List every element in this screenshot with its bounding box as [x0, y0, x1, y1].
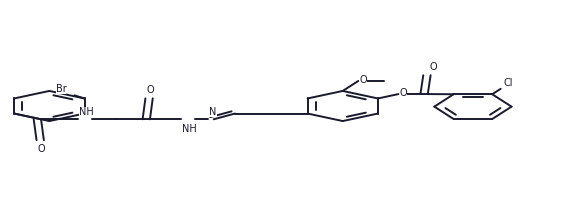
Text: O: O	[400, 88, 407, 98]
Text: O: O	[146, 85, 154, 95]
Text: N: N	[209, 107, 217, 117]
Text: NH: NH	[79, 107, 94, 117]
Text: Br: Br	[56, 84, 66, 94]
Text: O: O	[37, 144, 45, 154]
Text: Cl: Cl	[503, 78, 513, 88]
Text: O: O	[359, 75, 367, 85]
Text: O: O	[429, 62, 437, 72]
Text: NH: NH	[182, 124, 197, 134]
